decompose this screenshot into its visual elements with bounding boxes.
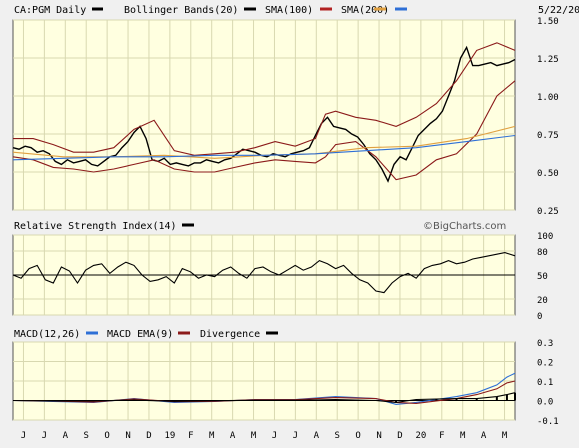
- y-tick-label: -0.1: [537, 417, 559, 427]
- x-tick-label: D: [146, 431, 151, 441]
- sma200-legend: SMA(200): [341, 5, 389, 16]
- x-tick-label: J: [42, 431, 47, 441]
- y-tick-label: 0.3: [537, 339, 553, 349]
- bigcharts-brand: ©BigCharts.com: [423, 221, 506, 232]
- y-tick-label: 0.25: [537, 207, 559, 217]
- y-tick-label: 1.25: [537, 55, 559, 65]
- series-line-ca-pgm-daily: [12, 45, 516, 183]
- series-line-bollinger-lower: [12, 80, 516, 181]
- price-panel: [12, 19, 516, 211]
- x-tick-label: A: [230, 431, 236, 441]
- x-tick-label: M: [460, 431, 466, 441]
- chart-date: 5/22/20: [538, 5, 579, 16]
- y-tick-label: 1.00: [537, 93, 559, 103]
- series-line-relative-strength-index-14-: [12, 252, 516, 294]
- x-tick-label: M: [209, 431, 215, 441]
- x-tick-label: 19: [164, 431, 175, 441]
- sma100-legend: SMA(100): [265, 5, 313, 16]
- y-tick-label: 0.2: [537, 359, 553, 369]
- series-line-sma-200-: [12, 134, 516, 161]
- x-tick-label: M: [502, 431, 508, 441]
- x-tick-label: N: [125, 431, 130, 441]
- axis-labels: J J A S O N D 19 F M A M J J A S O N D 20 F M A M 1.50 1.25 1.00 0.…: [21, 17, 559, 441]
- y-tick-label: 0.75: [537, 131, 559, 141]
- series-line-bollinger-upper: [13, 42, 516, 156]
- x-tick-label: A: [63, 431, 69, 441]
- y-tick-label: 0.50: [537, 169, 559, 179]
- x-tick-label: D: [397, 431, 402, 441]
- x-tick-label: S: [334, 431, 339, 441]
- y-tick-label: 1.50: [537, 17, 559, 27]
- x-tick-label: O: [104, 431, 109, 441]
- y-tick-label: 0: [537, 312, 542, 322]
- x-tick-label: J: [293, 431, 298, 441]
- y-tick-label: 0.0: [537, 398, 553, 408]
- bollinger-legend: Bollinger Bands(20): [124, 5, 238, 16]
- x-tick-label: S: [83, 431, 88, 441]
- y-tick-label: 80: [537, 248, 548, 258]
- y-tick-label: 100: [537, 232, 553, 242]
- macd-title: MACD(12,26): [14, 329, 80, 340]
- macd-ema-legend: MACD EMA(9): [107, 329, 173, 340]
- grid-lines: [13, 19, 515, 421]
- x-tick-label: M: [251, 431, 257, 441]
- price-title: CA:PGM Daily: [14, 5, 86, 16]
- x-tick-label: N: [376, 431, 381, 441]
- series-layer: [12, 42, 516, 405]
- x-tick-label: 20: [415, 431, 426, 441]
- divergence-legend: Divergence: [200, 329, 260, 340]
- x-tick-label: F: [188, 431, 193, 441]
- series-line-divergence: [12, 392, 516, 403]
- y-tick-label: 20: [537, 296, 548, 306]
- x-tick-label: A: [314, 431, 320, 441]
- x-tick-label: J: [272, 431, 277, 441]
- x-tick-label: A: [481, 431, 487, 441]
- x-tick-label: J: [21, 431, 26, 441]
- y-tick-label: 0.1: [537, 378, 553, 388]
- rsi-title: Relative Strength Index(14): [14, 221, 177, 232]
- y-tick-label: 50: [537, 272, 548, 282]
- x-tick-label: F: [439, 431, 444, 441]
- x-tick-label: O: [355, 431, 360, 441]
- series-line-macd-ema-9-: [12, 380, 516, 404]
